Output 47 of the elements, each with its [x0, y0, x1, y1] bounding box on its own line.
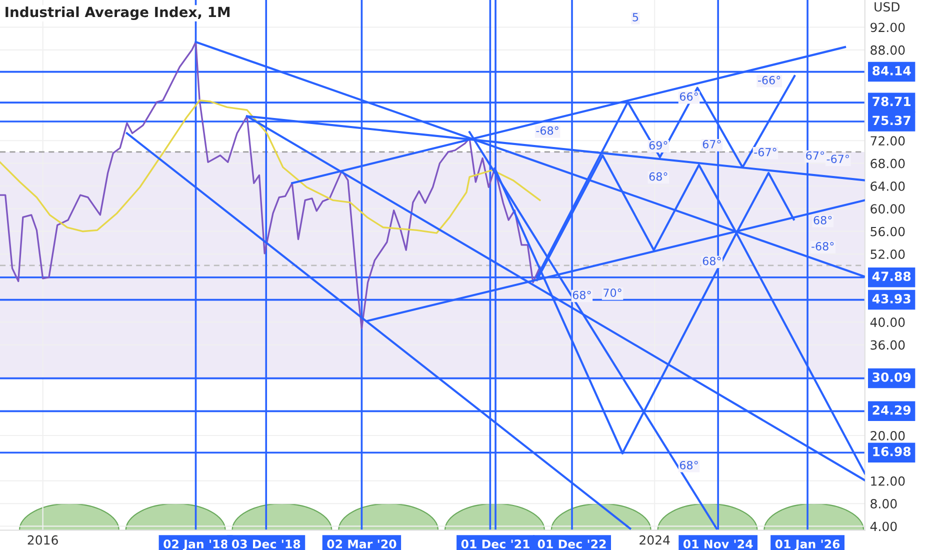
y-tick-label: 4.00 [870, 522, 897, 532]
y-tick-label: 60.00 [870, 204, 905, 214]
ref-line-label: 01 Nov '24 [683, 540, 753, 548]
y-tick-label: 64.00 [870, 181, 905, 191]
annotation: -68° [536, 126, 558, 135]
annotation: 67° [702, 140, 721, 148]
x-tick-label: 2024 [640, 535, 670, 545]
chart-title: Industrial Average Index, 1M [6, 6, 230, 20]
annotation: -67° [826, 154, 849, 164]
x-tick-label: 2016 [28, 535, 58, 545]
annotation: 67° [806, 151, 824, 160]
ref-line-label: 02 Mar '20 [327, 540, 396, 548]
ref-line-label: 43.93 [872, 294, 910, 304]
annotation: -66° [758, 76, 780, 84]
y-axis-title: USD [874, 2, 900, 12]
y-tick-label: 92.00 [870, 22, 905, 32]
y-tick-label: 68.00 [870, 158, 905, 168]
annotation: 70° [604, 288, 622, 297]
y-tick-label: 40.00 [870, 318, 905, 328]
y-tick-label: 36.00 [870, 340, 905, 350]
y-tick-label: 8.00 [870, 499, 897, 508]
annotation: -67° [754, 148, 776, 156]
annotation: 68° [680, 460, 698, 470]
ref-line-label: 01 Dec '21 [461, 540, 530, 548]
annotation: 68° [814, 216, 832, 224]
annotation: 5 [632, 13, 638, 22]
ref-line-label: 24.29 [872, 405, 911, 415]
y-tick-label: 72.00 [870, 136, 905, 146]
ref-line-label: 47.88 [872, 272, 911, 282]
y-tick-label: 88.00 [870, 45, 905, 55]
y-tick-label: 56.00 [870, 226, 905, 236]
y-tick-label: 52.00 [870, 250, 905, 259]
ref-line-label: 30.09 [872, 372, 911, 382]
ref-line-label: 78.71 [872, 96, 910, 106]
ref-line-label: 01 Dec '22 [538, 540, 606, 548]
annotation: 68° [702, 256, 721, 266]
annotation: 66° [680, 92, 698, 101]
annotation: 69° [649, 141, 668, 150]
ref-line-label: 03 Dec '18 [232, 540, 300, 548]
ref-line-label: 16.98 [873, 446, 911, 456]
annotation: 68° [572, 290, 591, 300]
annotation: -68° [812, 242, 834, 250]
ref-line-label: 75.37 [872, 116, 910, 126]
annotation: 68° [649, 172, 668, 181]
y-tick-label: 12.00 [871, 476, 905, 486]
y-tick-label: 20.00 [870, 430, 905, 440]
ref-line-label: 84.14 [872, 66, 911, 76]
